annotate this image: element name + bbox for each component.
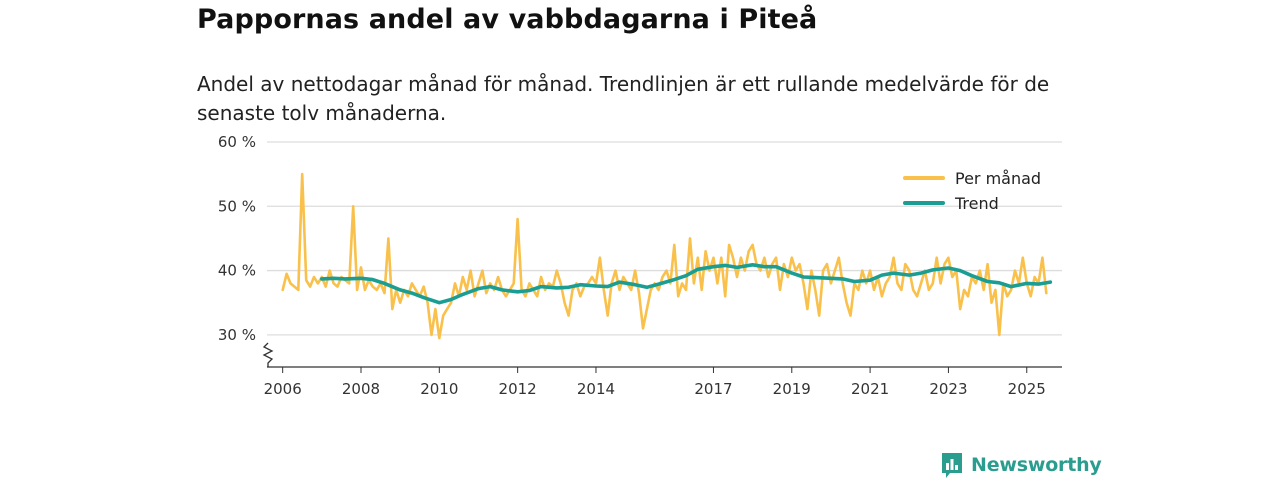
x-axis bbox=[262, 342, 1062, 368]
x-tick-label: 2010 bbox=[420, 380, 458, 398]
axis-break-icon bbox=[262, 342, 274, 367]
brand-name: Newsworthy bbox=[971, 454, 1102, 476]
x-tick-label: 2025 bbox=[1008, 380, 1046, 398]
series bbox=[281, 172, 1053, 340]
y-tick-label: 40 % bbox=[218, 262, 256, 280]
x-axis-ticks: 2006 2008 2010 2012 2014 2017 2019 2021 2023 2025 bbox=[264, 367, 1046, 398]
chart-title: Pappornas andel av vabbdagarna i Piteå bbox=[197, 4, 818, 35]
x-tick-label: 2014 bbox=[577, 380, 615, 398]
legend-label-trend: Trend bbox=[954, 194, 999, 213]
chart-subtitle: Andel av nettodagar månad för månad. Tre… bbox=[197, 72, 1050, 125]
legend: Per månad Trend bbox=[903, 169, 1041, 213]
x-tick-label: 2021 bbox=[851, 380, 889, 398]
newsworthy-logo-icon bbox=[942, 453, 962, 478]
legend-item-trend[interactable]: Trend bbox=[903, 194, 999, 213]
y-tick-label: 60 % bbox=[218, 133, 256, 151]
x-tick-label: 2008 bbox=[342, 380, 380, 398]
x-tick-label: 2023 bbox=[929, 380, 967, 398]
y-axis-ticks: 30 % 40 % 50 % 60 % bbox=[218, 133, 256, 344]
legend-label-monthly: Per månad bbox=[955, 169, 1041, 188]
brand-logo[interactable]: Newsworthy bbox=[940, 451, 1102, 479]
series-line-trend[interactable] bbox=[320, 263, 1053, 305]
x-tick-label: 2019 bbox=[773, 380, 811, 398]
gridlines bbox=[267, 141, 1062, 336]
series-line-monthly[interactable] bbox=[281, 172, 1048, 340]
x-tick-label: 2017 bbox=[694, 380, 732, 398]
x-tick-label: 2006 bbox=[264, 380, 302, 398]
y-tick-label: 50 % bbox=[218, 197, 256, 215]
x-tick-label: 2012 bbox=[499, 380, 537, 398]
legend-item-monthly[interactable]: Per månad bbox=[903, 169, 1041, 188]
y-tick-label: 30 % bbox=[218, 326, 256, 344]
